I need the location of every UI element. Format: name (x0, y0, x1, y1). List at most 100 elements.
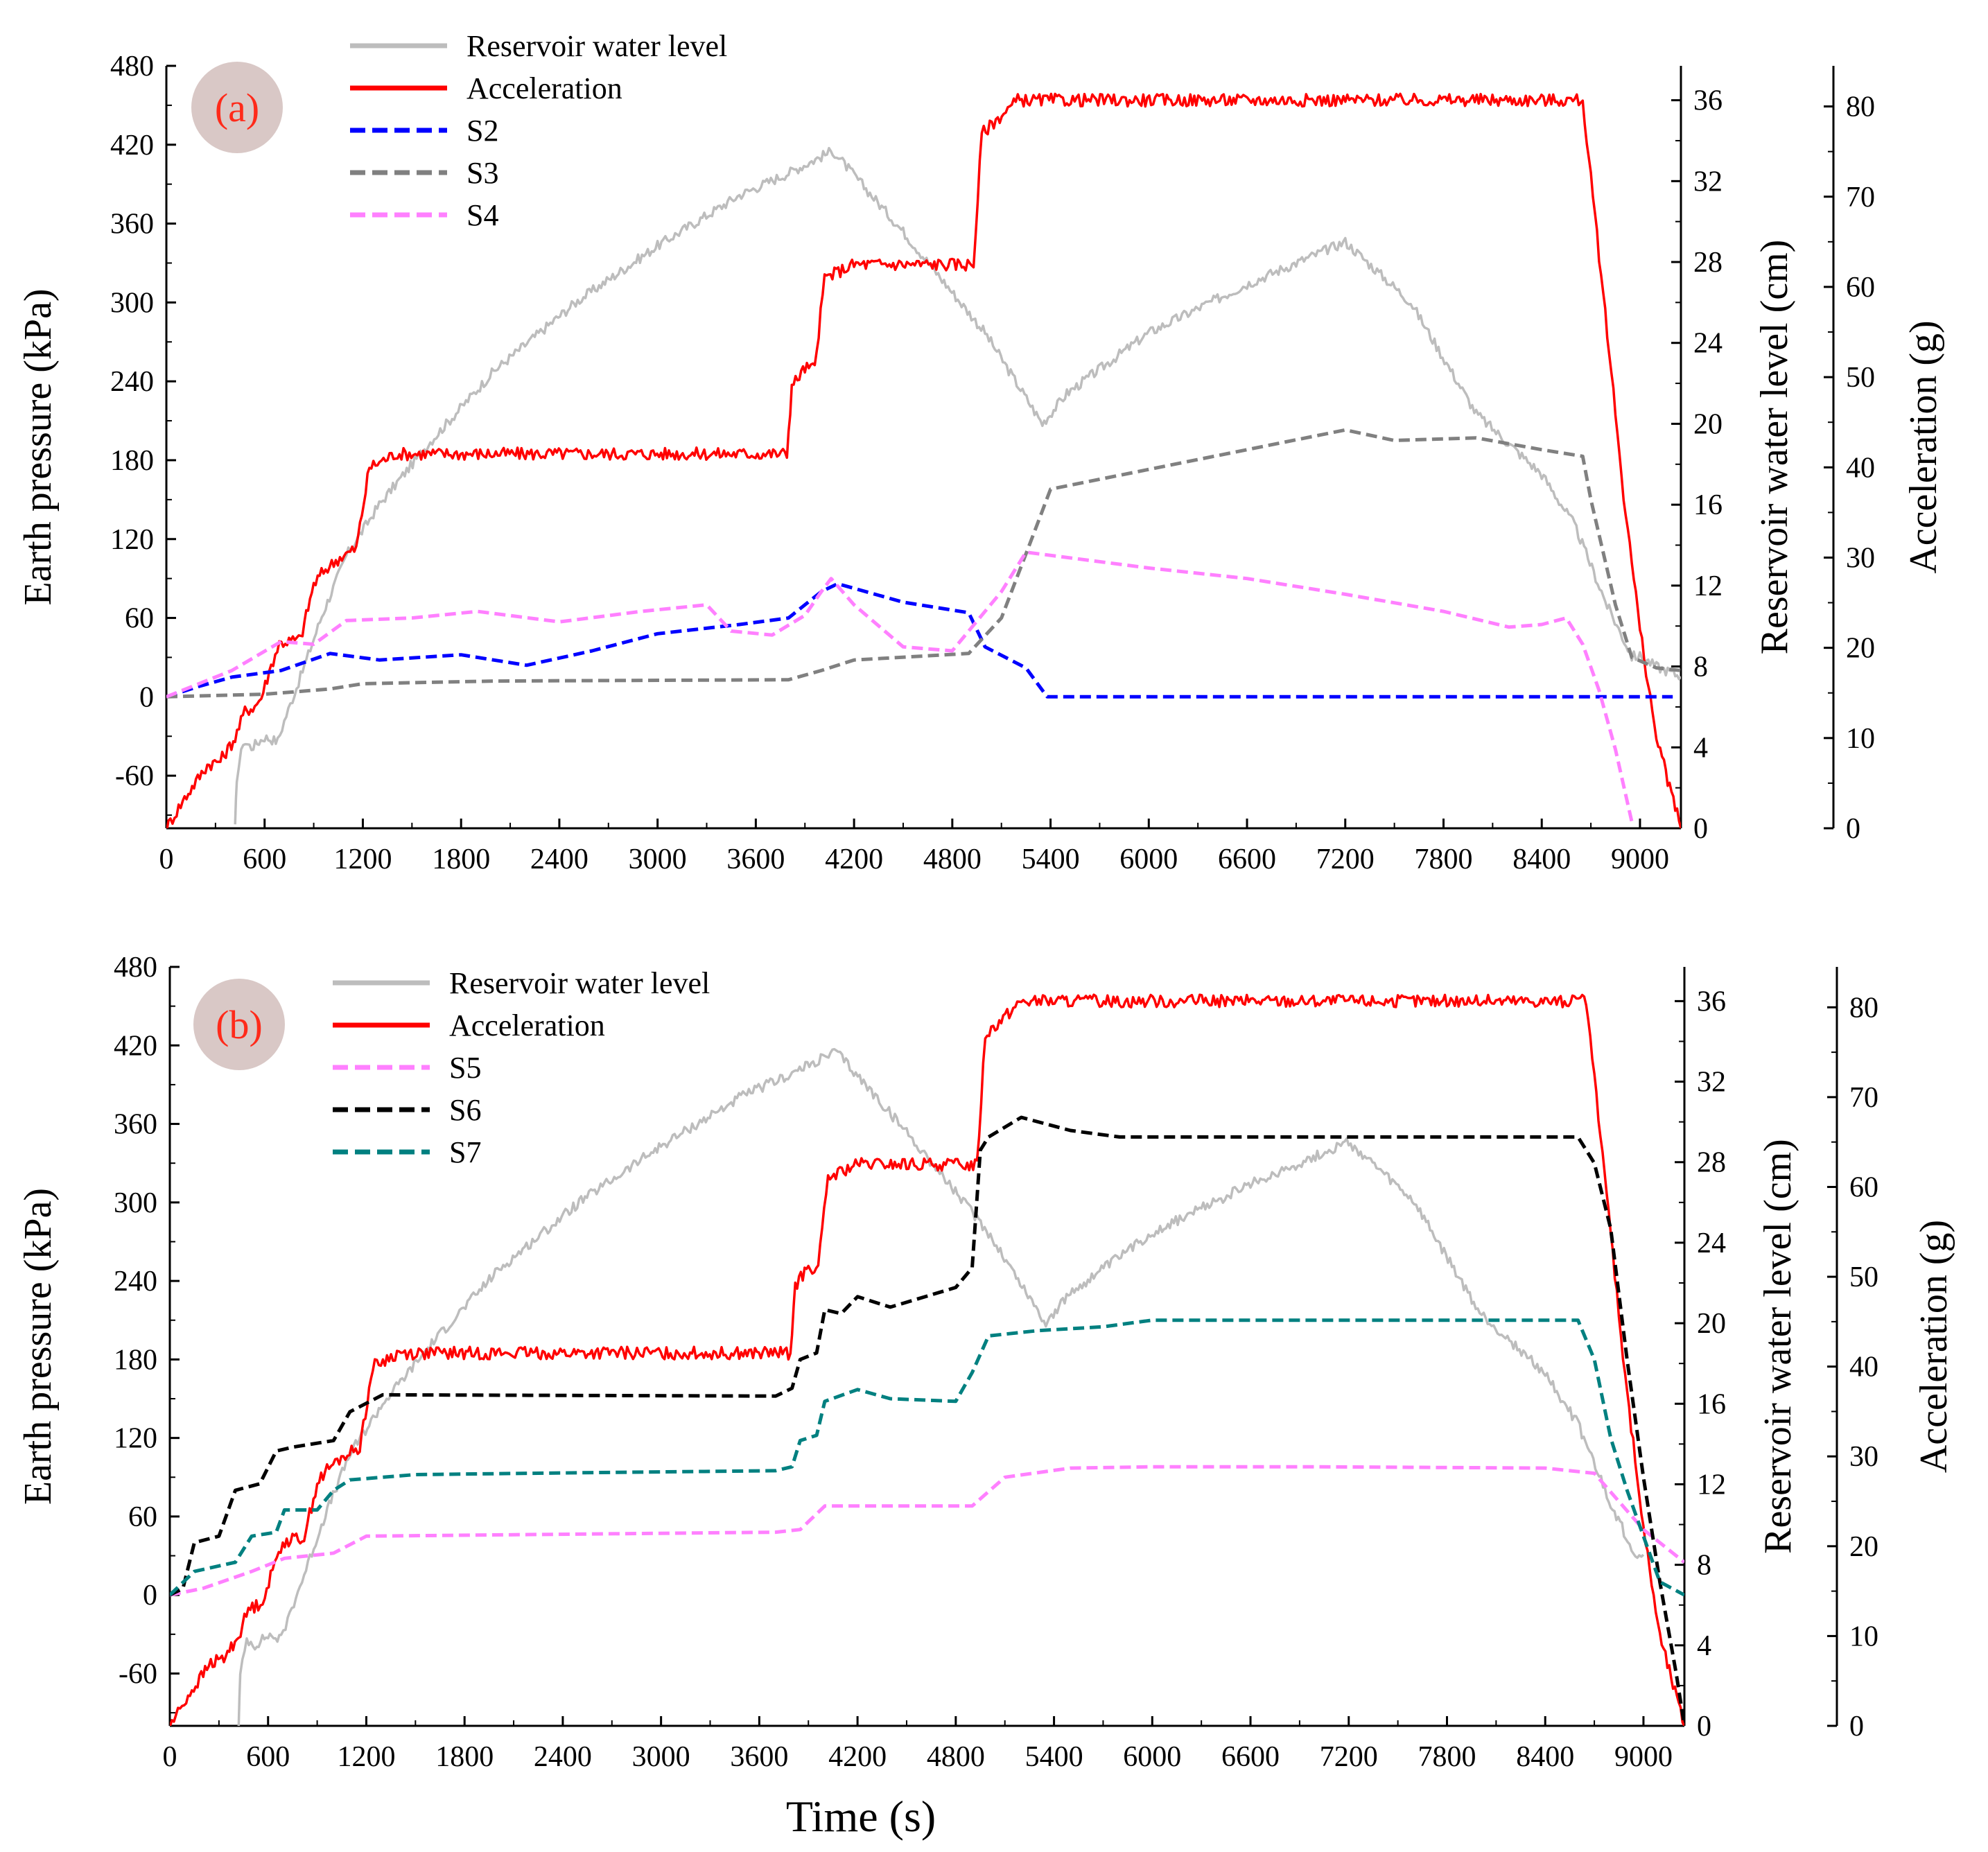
y-accel-tick-label: 50 (1846, 362, 1875, 394)
y-water-tick-label: 16 (1693, 489, 1723, 521)
y-accel-tick-label: 10 (1846, 723, 1875, 755)
panel-b: 0 600 1200 1800 2400 3000 3600 4200 4800 5400 6000… (17, 952, 1955, 1773)
x-tick-label: 7200 (1320, 1741, 1378, 1773)
series-line-acceleration (170, 993, 1684, 1726)
legend-label: S5 (449, 1051, 481, 1085)
y-accel-tick-label: 0 (1846, 813, 1860, 845)
y-left-tick-label: 420 (110, 130, 154, 161)
y-water-tick-label: 32 (1693, 166, 1723, 198)
series-line-s2 (166, 582, 1673, 699)
x-tick-label: 6000 (1123, 1741, 1181, 1773)
x-tick-label: 1200 (337, 1741, 395, 1773)
x-tick-label: 3000 (632, 1741, 690, 1773)
legend-label: S4 (467, 198, 498, 232)
y-left-tick-label: 120 (110, 524, 154, 556)
y-water-tick-label: 24 (1697, 1228, 1726, 1259)
y-accel-tick-label: 60 (1846, 272, 1875, 304)
x-tick-label: 4200 (828, 1741, 887, 1773)
y-left-tick-label: 0 (139, 681, 154, 713)
y-left-tick-label: 60 (125, 603, 154, 635)
y-water-tick-label: 4 (1693, 732, 1708, 764)
x-tick-label: 7800 (1414, 844, 1472, 875)
series-line-s6 (170, 1115, 1684, 1726)
x-tick-label: 2400 (534, 1741, 592, 1773)
series-line-acceleration (166, 92, 1681, 828)
y-accel-tick-label: 30 (1846, 542, 1875, 574)
x-axis-title: Time (s) (786, 1792, 936, 1841)
y-water-tick-label: 36 (1697, 986, 1726, 1017)
y-left-tick-label: -60 (115, 760, 154, 792)
x-tick-label: 1800 (432, 844, 490, 875)
legend-label: Acceleration (467, 71, 622, 105)
y-left-tick-label: 420 (114, 1030, 157, 1062)
y-water-tick-label: 36 (1693, 85, 1723, 117)
y-water-axis-title: Reservoir water level (cm) (1756, 1139, 1799, 1554)
x-tick-label: 0 (163, 1741, 177, 1773)
y-water-tick-label: 0 (1697, 1711, 1711, 1742)
x-tick-label: 6600 (1221, 1741, 1280, 1773)
y-water-tick-label: 24 (1693, 328, 1723, 360)
x-tick-label: 7200 (1316, 844, 1375, 875)
plot-area (166, 92, 1681, 828)
y-water-tick-label: 8 (1693, 652, 1708, 683)
y-left-tick-label: 360 (110, 209, 154, 241)
y-accel-axis-title: Acceleration (g) (1912, 1220, 1955, 1473)
y-left-tick-label: 180 (114, 1344, 157, 1376)
series-line-s3 (166, 428, 1681, 699)
x-tick-label: 9000 (1611, 844, 1669, 875)
y-water-tick-label: 32 (1697, 1067, 1726, 1099)
panel-badge (191, 62, 283, 153)
x-tick-label: 3600 (730, 1741, 788, 1773)
x-tick-label: 8400 (1516, 1741, 1574, 1773)
y-accel-tick-label: 60 (1849, 1171, 1878, 1203)
x-tick-label: 8400 (1512, 844, 1571, 875)
y-left-tick-label: 480 (110, 51, 154, 82)
legend-label: S6 (449, 1093, 481, 1127)
panel-label: (a) (215, 85, 259, 130)
y-accel-tick-label: 0 (1849, 1711, 1864, 1742)
legend-label: S2 (467, 114, 498, 148)
series-line-s4 (166, 550, 1634, 823)
y-left-tick-label: 0 (143, 1580, 157, 1611)
series-line-reservoir-water-level (234, 146, 1681, 825)
y-accel-tick-label: 10 (1849, 1621, 1878, 1652)
x-tick-label: 600 (246, 1741, 290, 1773)
x-tick-label: 0 (159, 844, 174, 875)
panel-label: (b) (216, 1002, 263, 1047)
y-left-tick-label: 240 (114, 1266, 157, 1298)
y-left-tick-label: -60 (119, 1658, 157, 1690)
panel-badge (193, 979, 285, 1070)
y-accel-tick-label: 50 (1849, 1261, 1878, 1293)
series-line-reservoir-water-level (237, 1047, 1645, 1726)
y-left-tick-label: 360 (114, 1109, 157, 1141)
x-tick-label: 3000 (629, 844, 687, 875)
y-left-tick-label: 120 (114, 1423, 157, 1455)
y-water-tick-label: 0 (1693, 813, 1708, 845)
y-accel-axis-title: Acceleration (g) (1902, 320, 1945, 573)
y-water-tick-label: 4 (1697, 1630, 1711, 1662)
legend-label: Reservoir water level (467, 29, 727, 63)
y-accel-tick-label: 70 (1846, 182, 1875, 213)
plot-area (170, 993, 1684, 1726)
y-accel-tick-label: 80 (1849, 992, 1878, 1024)
y-water-tick-label: 12 (1693, 570, 1723, 602)
y-water-tick-label: 20 (1693, 408, 1723, 440)
y-water-tick-label: 28 (1697, 1147, 1726, 1179)
x-tick-label: 6600 (1218, 844, 1276, 875)
y-left-tick-label: 300 (110, 287, 154, 319)
x-tick-label: 1800 (435, 1741, 494, 1773)
x-tick-label: 5400 (1022, 844, 1080, 875)
y-accel-tick-label: 70 (1849, 1082, 1878, 1114)
legend-label: S3 (467, 156, 498, 190)
y-water-axis-title: Reservoir water level (cm) (1753, 240, 1796, 655)
y-water-tick-label: 8 (1697, 1550, 1711, 1582)
series-line-s5 (170, 1465, 1684, 1597)
x-tick-label: 4800 (923, 844, 982, 875)
y-water-tick-label: 20 (1697, 1308, 1726, 1340)
y-left-tick-label: 480 (114, 952, 157, 984)
x-tick-label: 1200 (333, 844, 392, 875)
x-tick-label: 7800 (1418, 1741, 1476, 1773)
y-left-axis-title: Earth pressure (kPa) (17, 1188, 60, 1505)
legend-label: Reservoir water level (449, 966, 710, 1000)
